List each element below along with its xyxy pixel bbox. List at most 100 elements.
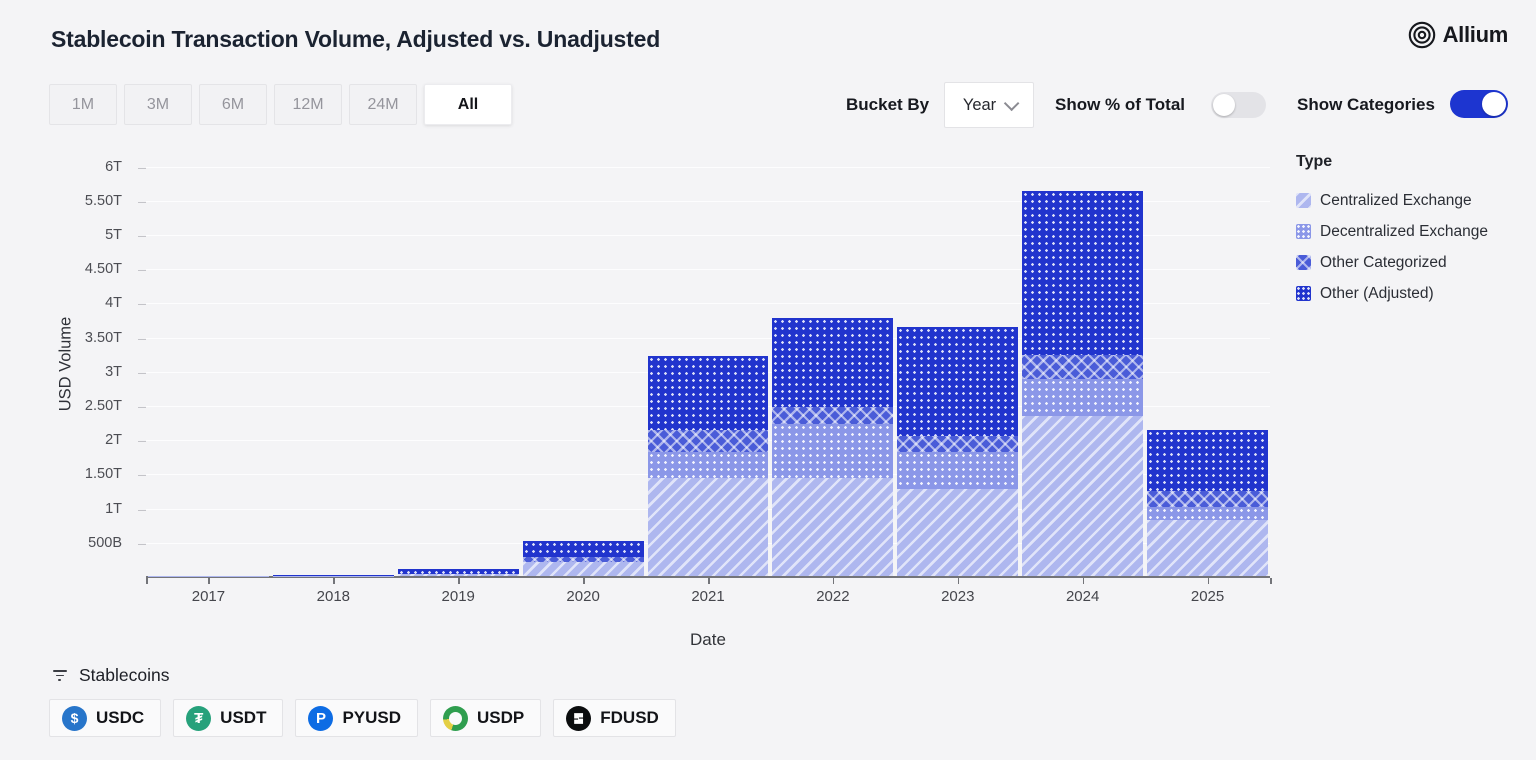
y-tick-mark — [138, 509, 146, 511]
gridline — [146, 337, 1270, 339]
coin-button-usdp[interactable]: USDP — [430, 699, 542, 737]
y-tick-mark — [138, 372, 146, 374]
bar-segment[interactable] — [522, 556, 644, 562]
x-tick-mark — [458, 578, 460, 584]
y-axis: 500B 1T 1.50T 2T 2.50T 3T 3.50T 4T 4.50T 5T 5.50T 6… — [0, 150, 146, 578]
range-button-all[interactable]: All — [424, 84, 512, 125]
bar-segment[interactable] — [897, 436, 1019, 452]
coin-button-pyusd[interactable]: P PYUSD — [295, 699, 419, 737]
bar-segment[interactable] — [647, 429, 769, 453]
legend-item-stripes[interactable]: Centralized Exchange — [1296, 185, 1488, 216]
bucket-by-value: Year — [962, 95, 997, 114]
bar-2024[interactable] — [1022, 190, 1144, 576]
bar-segment[interactable] — [522, 541, 644, 557]
toggle-knob — [1213, 94, 1235, 116]
toggle-knob — [1482, 92, 1506, 116]
coin-label: USDP — [477, 708, 525, 727]
x-tick-label: 2018 — [316, 588, 351, 605]
coin-button-usdc[interactable]: $ USDC — [49, 699, 162, 737]
y-tick-label: 2.50T — [84, 398, 122, 414]
allium-logo-icon — [1408, 21, 1435, 49]
bar-segment[interactable] — [647, 355, 769, 430]
legend-title: Type — [1296, 153, 1333, 170]
x-tick-label: 2021 — [691, 588, 725, 605]
bar-segment[interactable] — [1147, 506, 1268, 520]
y-tick-label: 1.50T — [84, 466, 122, 483]
bar-2022[interactable] — [772, 318, 894, 576]
pyusd-icon: P — [308, 705, 334, 731]
range-button-12m[interactable]: 12M — [274, 84, 342, 125]
y-tick-label: 500B — [88, 534, 122, 551]
x-tick-mark — [957, 578, 960, 584]
gridline — [146, 303, 1270, 305]
gridline — [146, 200, 1270, 202]
bar-2019[interactable] — [397, 569, 519, 576]
legend-swatch — [1296, 193, 1311, 208]
y-tick-label: 4T — [105, 295, 122, 312]
x-tick-label: 2025 — [1190, 588, 1225, 605]
legend-swatch — [1296, 224, 1311, 239]
bar-2025[interactable] — [1147, 430, 1268, 576]
bar-segment[interactable] — [1022, 415, 1144, 576]
y-tick-mark — [138, 475, 146, 477]
bar-2018[interactable] — [272, 575, 394, 576]
bar-segment[interactable] — [1022, 379, 1144, 416]
page-title: Stablecoin Transaction Volume, Adjusted … — [51, 26, 661, 52]
coin-label: USDC — [96, 708, 145, 727]
bar-segment[interactable] — [1022, 355, 1144, 380]
brand-logo: Allium — [1407, 20, 1508, 50]
bar-segment[interactable] — [647, 477, 769, 576]
y-tick-label: 3T — [105, 363, 122, 380]
bar-segment[interactable] — [1147, 490, 1268, 507]
coin-buttons: $ USDC ₮ USDT P PYUSD USDP FDUSD — [49, 699, 676, 737]
x-tick-label: 2022 — [816, 588, 850, 605]
y-tick-mark — [138, 304, 146, 306]
coin-button-fdusd[interactable]: FDUSD — [553, 699, 676, 737]
bar-segment[interactable] — [1147, 519, 1268, 576]
bar-segment[interactable] — [397, 574, 519, 576]
usdc-icon: $ — [62, 705, 87, 731]
bar-2020[interactable] — [522, 541, 644, 576]
stablecoins-label: Stablecoins — [79, 665, 170, 685]
bar-segment[interactable] — [772, 424, 894, 479]
bar-segment[interactable] — [522, 562, 644, 576]
brand-name: Allium — [1442, 22, 1509, 47]
show-categories-toggle[interactable] — [1450, 90, 1508, 118]
usdp-icon — [443, 705, 469, 731]
bar-segment[interactable] — [772, 478, 894, 576]
bar-segment[interactable] — [1022, 190, 1144, 356]
coin-button-usdt[interactable]: ₮ USDT — [173, 699, 284, 737]
bar-segment[interactable] — [897, 327, 1019, 437]
range-button-3m[interactable]: 3M — [124, 84, 192, 125]
range-button-1m[interactable]: 1M — [49, 84, 117, 125]
range-button-24m[interactable]: 24M — [349, 84, 417, 125]
bar-segment[interactable] — [647, 452, 769, 478]
y-tick-mark — [138, 543, 146, 545]
x-tick-mark — [1082, 578, 1085, 584]
bar-segment[interactable] — [522, 561, 644, 563]
legend-item-cross[interactable]: Other Categorized — [1296, 247, 1488, 278]
bar-segment[interactable] — [1147, 430, 1268, 491]
bar-segment[interactable] — [897, 489, 1019, 576]
x-axis: 2017 2018 2019 2020 2021 2022 2023 2024 2025 — [146, 578, 1272, 618]
stablecoins-filter-header: Stablecoins — [52, 665, 169, 686]
y-tick-mark — [138, 236, 146, 237]
bar-2021[interactable] — [647, 355, 769, 576]
bar-segment[interactable] — [772, 318, 894, 408]
y-tick-label: 2T — [105, 432, 122, 449]
bar-2023[interactable] — [897, 327, 1019, 576]
legend-item-dots-dark[interactable]: Other (Adjusted) — [1296, 278, 1488, 309]
range-button-6m[interactable]: 6M — [199, 84, 267, 125]
y-tick-label: 5.50T — [84, 192, 122, 209]
x-tick-label: 2017 — [191, 588, 226, 605]
bar-segment[interactable] — [897, 451, 1019, 490]
bucket-by-select[interactable]: Year — [944, 82, 1034, 128]
show-percent-toggle[interactable] — [1211, 92, 1266, 118]
bar-segment[interactable] — [772, 407, 894, 425]
legend-swatch — [1296, 286, 1311, 301]
legend-label: Decentralized Exchange — [1320, 222, 1489, 240]
bar-segment[interactable] — [397, 569, 519, 574]
legend-item-dots-light[interactable]: Decentralized Exchange — [1296, 216, 1488, 247]
legend: Type Centralized Exchange Decentralized E… — [1296, 153, 1488, 309]
range-buttons: 1M 3M 6M 12M 24M All — [49, 84, 512, 125]
